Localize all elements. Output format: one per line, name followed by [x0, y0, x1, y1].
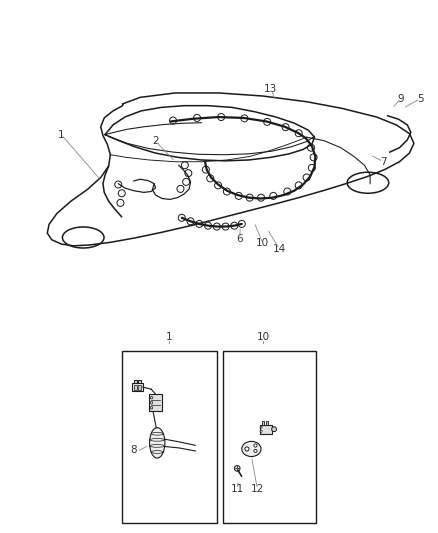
Circle shape: [254, 444, 257, 447]
Bar: [259, 425, 272, 434]
Text: 10: 10: [257, 332, 270, 342]
Bar: [149, 394, 162, 411]
Text: 12: 12: [251, 484, 264, 495]
Bar: [223, 351, 316, 523]
Text: 6: 6: [237, 234, 244, 244]
Text: 5: 5: [417, 94, 424, 103]
Bar: [132, 383, 143, 391]
Bar: [265, 421, 268, 425]
Ellipse shape: [149, 427, 165, 458]
Text: 13: 13: [264, 84, 277, 94]
Bar: [134, 385, 137, 390]
Circle shape: [254, 449, 257, 453]
Text: 1: 1: [58, 130, 65, 140]
Text: 2: 2: [152, 136, 159, 146]
Circle shape: [260, 430, 262, 432]
Circle shape: [234, 465, 240, 471]
Text: 11: 11: [230, 484, 244, 495]
Circle shape: [260, 426, 262, 428]
Text: 8: 8: [131, 445, 137, 455]
Text: 10: 10: [256, 238, 269, 248]
Circle shape: [245, 447, 249, 451]
Bar: [138, 385, 141, 390]
Text: 1: 1: [166, 332, 173, 342]
Bar: [122, 351, 217, 523]
Bar: [261, 421, 264, 425]
Circle shape: [272, 427, 276, 432]
Text: 7: 7: [380, 157, 387, 167]
Text: 14: 14: [273, 244, 286, 254]
Ellipse shape: [242, 441, 261, 457]
Text: 9: 9: [397, 94, 404, 103]
Bar: [134, 380, 137, 383]
Bar: [138, 380, 141, 383]
